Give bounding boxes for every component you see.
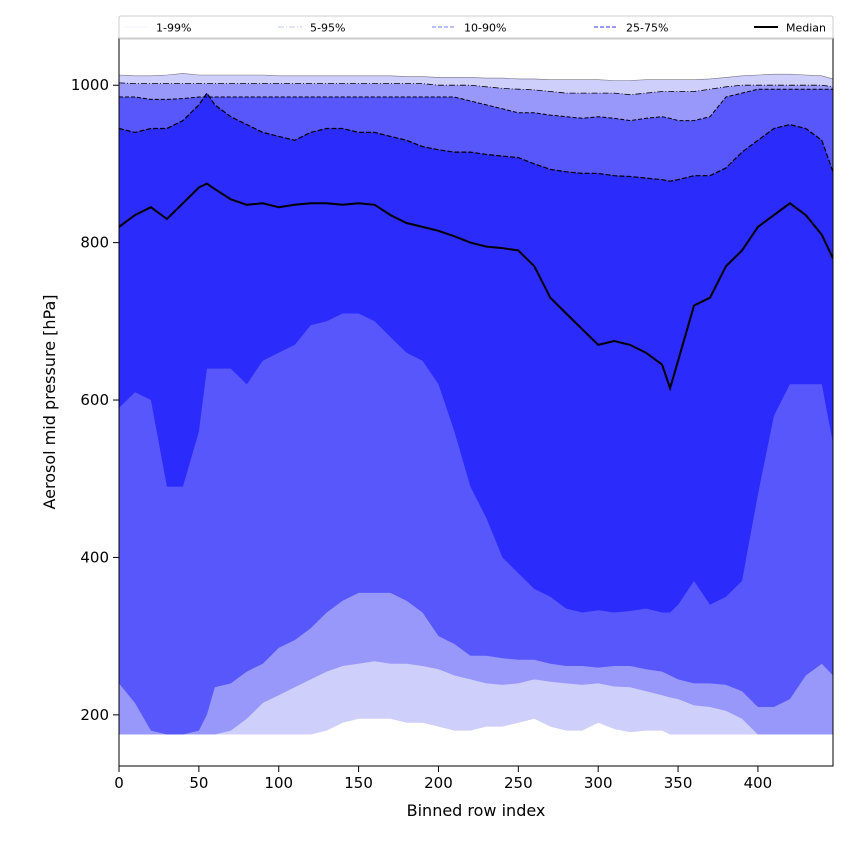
x-tick-label: 250 [504,774,533,792]
x-tick-label: 350 [664,774,693,792]
x-axis: 0 50 100 150 200 250 300 350 400 [114,766,772,792]
y-tick-label: 600 [80,391,109,409]
x-tick-label: 300 [584,774,613,792]
x-tick-label: 0 [114,774,124,792]
legend-frame [118,15,834,40]
line-p90 [119,88,833,122]
x-axis-label: Binned row index [407,801,546,820]
legend-label: 1-99% [156,22,191,35]
line-p95 [119,82,833,96]
x-tick-label: 150 [344,774,373,792]
line-median [119,182,833,392]
x-tick-label: 400 [744,774,773,792]
y-axis: 200 400 600 800 1000 [71,76,119,724]
legend-label: Median [786,22,826,35]
y-tick-label: 800 [80,234,109,252]
y-tick-label: 1000 [71,76,109,94]
y-axis-label: Aerosol mid pressure [hPa] [40,294,59,509]
legend: 1-99% 5-95% 10-90% 25-75% Median [118,15,834,40]
x-tick-label: 50 [189,774,208,792]
line-p99 [119,73,833,81]
band-25-75 [119,93,833,613]
legend-label: 5-95% [310,22,345,35]
legend-label: 25-75% [626,22,668,35]
line-p75 [119,92,833,182]
legend-label: 10-90% [464,22,506,35]
x-tick-label: 200 [424,774,453,792]
percentile-lines [119,73,833,392]
y-tick-label: 200 [80,706,109,724]
percentile-bands [119,73,833,735]
y-tick-label: 400 [80,548,109,566]
x-tick-label: 100 [264,774,293,792]
